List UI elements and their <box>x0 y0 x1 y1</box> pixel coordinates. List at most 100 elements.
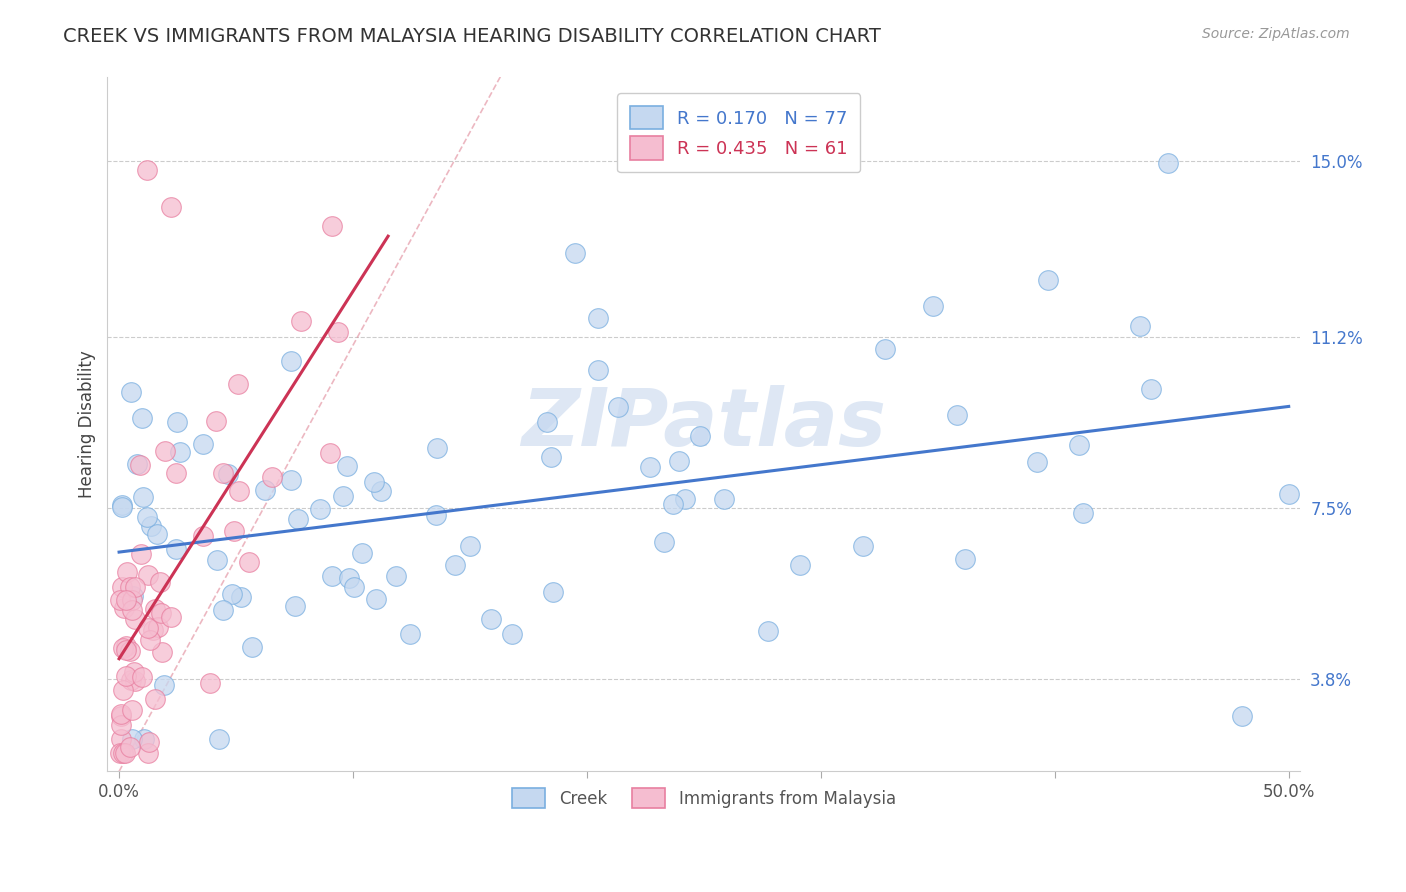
Point <box>208 731 231 746</box>
Point <box>426 441 449 455</box>
Point <box>332 489 354 503</box>
Point <box>588 311 610 326</box>
Point <box>112 682 135 697</box>
Point <box>713 491 735 506</box>
Point <box>287 512 309 526</box>
Point <box>134 731 156 746</box>
Point <box>150 607 173 621</box>
Point <box>1230 709 1253 723</box>
Point <box>121 731 143 746</box>
Point <box>226 376 249 391</box>
Y-axis label: Hearing Disability: Hearing Disability <box>79 351 96 499</box>
Point <box>479 612 502 626</box>
Point <box>852 539 875 553</box>
Point <box>139 519 162 533</box>
Point <box>536 415 558 429</box>
Point <box>399 627 422 641</box>
Point <box>350 546 373 560</box>
Point <box>148 574 170 589</box>
Point <box>191 529 214 543</box>
Point <box>125 457 148 471</box>
Point <box>124 674 146 689</box>
Point <box>121 589 143 603</box>
Point <box>146 619 169 633</box>
Point <box>138 746 160 760</box>
Text: CREEK VS IMMIGRANTS FROM MALAYSIA HEARING DISABILITY CORRELATION CHART: CREEK VS IMMIGRANTS FROM MALAYSIA HEARIN… <box>63 27 882 45</box>
Point <box>120 384 142 399</box>
Point <box>138 735 160 749</box>
Point <box>136 567 159 582</box>
Point <box>224 524 246 538</box>
Point <box>260 470 283 484</box>
Point <box>364 591 387 606</box>
Point <box>200 676 222 690</box>
Point <box>131 670 153 684</box>
Point <box>121 603 143 617</box>
Point <box>586 362 609 376</box>
Point <box>118 740 141 755</box>
Point <box>124 612 146 626</box>
Point <box>166 415 188 429</box>
Point <box>326 326 349 340</box>
Point <box>1067 438 1090 452</box>
Point <box>124 581 146 595</box>
Point <box>193 437 215 451</box>
Point <box>114 601 136 615</box>
Point <box>205 553 228 567</box>
Point <box>873 343 896 357</box>
Point <box>689 429 711 443</box>
Point <box>280 354 302 368</box>
Point <box>136 163 159 178</box>
Point <box>153 678 176 692</box>
Point <box>115 640 138 654</box>
Point <box>111 580 134 594</box>
Point <box>112 641 135 656</box>
Point <box>540 450 562 464</box>
Point <box>110 707 132 722</box>
Point <box>110 593 132 607</box>
Point <box>1278 487 1301 501</box>
Text: Source: ZipAtlas.com: Source: ZipAtlas.com <box>1202 27 1350 41</box>
Point <box>122 665 145 679</box>
Point <box>150 645 173 659</box>
Text: ZIPatlas: ZIPatlas <box>522 385 886 464</box>
Point <box>319 446 342 460</box>
Point <box>169 444 191 458</box>
Point <box>155 444 177 458</box>
Point <box>458 539 481 553</box>
Point <box>114 668 136 682</box>
Point <box>1026 455 1049 469</box>
Point <box>142 623 165 637</box>
Point <box>385 569 408 583</box>
Point <box>135 510 157 524</box>
Point <box>501 626 523 640</box>
Point <box>321 569 343 583</box>
Point <box>1129 318 1152 333</box>
Point <box>217 467 239 481</box>
Point <box>789 558 811 572</box>
Point <box>115 643 138 657</box>
Point <box>114 592 136 607</box>
Point <box>110 746 132 760</box>
Point <box>238 555 260 569</box>
Point <box>1036 273 1059 287</box>
Point <box>131 411 153 425</box>
Point <box>159 200 181 214</box>
Point <box>1157 155 1180 169</box>
Point <box>336 459 359 474</box>
Point <box>443 558 465 572</box>
Point <box>110 709 132 723</box>
Point <box>254 483 277 497</box>
Point <box>673 492 696 507</box>
Point <box>756 624 779 638</box>
Point <box>652 535 675 549</box>
Point <box>111 498 134 512</box>
Point <box>290 313 312 327</box>
Legend: Creek, Immigrants from Malaysia: Creek, Immigrants from Malaysia <box>505 781 903 815</box>
Point <box>955 551 977 566</box>
Point <box>229 590 252 604</box>
Point <box>165 466 187 480</box>
Point <box>638 460 661 475</box>
Point <box>145 527 167 541</box>
Point <box>110 731 132 746</box>
